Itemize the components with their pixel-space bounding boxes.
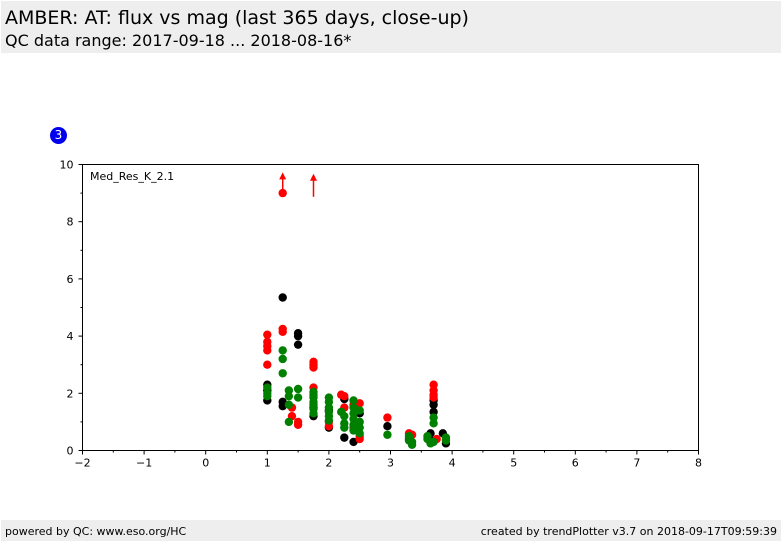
data-point-green-9 bbox=[284, 417, 294, 427]
data-point-red-11 bbox=[293, 420, 303, 429]
off-scale-arrow-1 bbox=[310, 173, 317, 197]
data-point-red-0 bbox=[263, 330, 272, 339]
header-bar: AMBER: AT: flux vs mag (last 365 days, c… bbox=[1, 1, 781, 53]
data-point-red-14 bbox=[309, 363, 318, 372]
data-point-green-3 bbox=[278, 346, 287, 355]
chart-annotation: Med_Res_K_2.1 bbox=[90, 170, 174, 183]
plot-area bbox=[82, 164, 699, 451]
data-point-red-26 bbox=[383, 413, 392, 422]
x-tick-label-9: 7 bbox=[633, 457, 640, 470]
y-tick-label-5: 10 bbox=[60, 159, 74, 172]
data-point-green-39 bbox=[383, 430, 392, 439]
panel-number-badge: 3 bbox=[50, 127, 67, 144]
y-tick-label-0: 0 bbox=[67, 445, 74, 458]
data-point-green-43 bbox=[407, 440, 417, 449]
x-tick-label-1: −1 bbox=[136, 457, 152, 470]
data-point-black-17 bbox=[383, 421, 392, 431]
data-point-green-51 bbox=[441, 436, 451, 445]
data-point-black-8 bbox=[293, 340, 303, 349]
x-tick-label-6: 4 bbox=[449, 457, 456, 470]
page-title: AMBER: AT: flux vs mag (last 365 days, c… bbox=[5, 7, 469, 29]
data-point-green-2 bbox=[263, 391, 272, 401]
chart-marks bbox=[263, 172, 451, 449]
data-point-green-18 bbox=[309, 409, 318, 418]
data-point-green-49 bbox=[429, 437, 438, 447]
x-tick-label-10: 8 bbox=[695, 457, 702, 470]
data-point-black-13 bbox=[340, 433, 349, 442]
x-tick-label-8: 6 bbox=[572, 457, 579, 470]
data-point-green-5 bbox=[278, 369, 287, 378]
data-point-green-48 bbox=[429, 419, 438, 428]
data-point-green-10 bbox=[293, 384, 303, 394]
data-point-black-7 bbox=[293, 331, 303, 341]
data-point-green-28 bbox=[340, 423, 349, 432]
data-point-black-3 bbox=[278, 293, 287, 302]
data-point-green-24 bbox=[324, 416, 334, 425]
y-axis: 0 2 4 6 8 10 bbox=[60, 159, 83, 458]
data-point-green-26 bbox=[340, 411, 349, 421]
footer-bar: powered by QC: www.eso.org/HC created by… bbox=[1, 520, 781, 541]
y-tick-label-2: 4 bbox=[67, 330, 74, 343]
data-point-green-4 bbox=[278, 354, 287, 364]
data-point-green-11 bbox=[293, 393, 303, 402]
x-tick-label-5: 3 bbox=[387, 457, 394, 470]
y-tick-label-1: 2 bbox=[67, 387, 74, 400]
page-subtitle: QC data range: 2017-09-18 ... 2018-08-16… bbox=[5, 31, 352, 50]
footer-credit: powered by QC: www.eso.org/HC bbox=[5, 525, 187, 538]
y-tick-label-4: 8 bbox=[67, 216, 74, 229]
x-tick-label-0: −2 bbox=[74, 457, 90, 470]
data-point-green-8 bbox=[284, 400, 294, 409]
data-point-red-19 bbox=[340, 391, 349, 401]
data-point-green-35 bbox=[355, 406, 364, 415]
data-point-green-29 bbox=[349, 396, 358, 405]
x-axis: −2 −1 0 1 2 3 4 5 6 7 8 bbox=[74, 450, 702, 470]
data-point-green-7 bbox=[284, 391, 294, 401]
data-point-green-38 bbox=[355, 429, 364, 438]
data-point-red-4 bbox=[263, 360, 272, 369]
x-tick-label-3: 1 bbox=[264, 457, 271, 470]
y-tick-label-3: 6 bbox=[67, 273, 74, 286]
data-point-red-7 bbox=[278, 327, 287, 337]
footer-generator: created by trendPlotter v3.7 on 2018-09-… bbox=[480, 525, 777, 538]
x-tick-label-4: 2 bbox=[325, 457, 332, 470]
data-point-red-32 bbox=[429, 393, 438, 402]
off-scale-arrow-0 bbox=[279, 172, 287, 196]
data-point-red-3 bbox=[263, 346, 272, 355]
x-tick-label-2: 0 bbox=[202, 457, 209, 470]
x-tick-label-7: 5 bbox=[510, 457, 517, 470]
